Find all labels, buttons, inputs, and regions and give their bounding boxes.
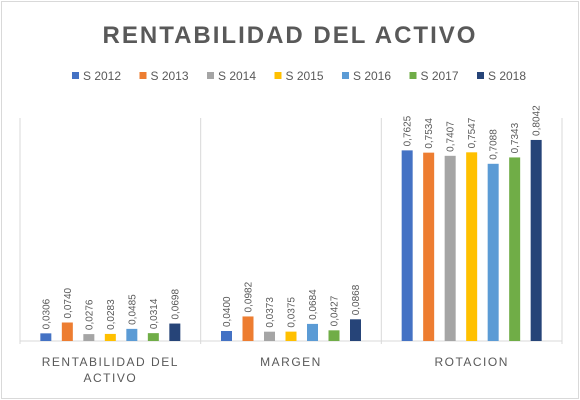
bars	[40, 139, 542, 341]
data-label-3-2: 0,0373	[265, 297, 276, 328]
legend-swatch-1	[72, 72, 79, 79]
bar-5-3	[487, 163, 499, 341]
data-label-7-1: 0,0698	[170, 289, 181, 320]
category-label-1: ACTIVO	[83, 371, 137, 385]
bar-4-1	[104, 333, 116, 341]
bar-4-2	[285, 331, 297, 341]
data-label-6-1: 0,0314	[149, 298, 160, 329]
bar-5-2	[307, 323, 318, 341]
data-label-4-2: 0,0375	[287, 297, 298, 328]
category-label-2: MARGEN	[260, 355, 322, 369]
bar-3-1	[83, 334, 95, 341]
data-label-5-2: 0,0684	[308, 289, 319, 320]
legend-swatch-4	[274, 72, 282, 79]
data-label-4-3: 0,7547	[467, 117, 478, 148]
data-label-1-3: 0,7625	[403, 115, 414, 146]
data-label-4-1: 0,0283	[106, 299, 117, 330]
legend-label-2: S 2013	[151, 69, 189, 83]
data-label-5-1: 0,0485	[127, 294, 138, 325]
bar-2-1	[61, 322, 73, 341]
bar-1-1	[40, 333, 52, 341]
legend-label-7: S 2018	[488, 69, 526, 83]
bar-6-2	[328, 330, 340, 341]
legend-label-3: S 2014	[218, 69, 256, 83]
data-label-3-3: 0,7407	[446, 121, 457, 152]
legend-label-4: S 2015	[286, 69, 324, 83]
bar-3-3	[444, 155, 456, 341]
data-label-7-3: 0,8042	[532, 105, 543, 136]
legend-label-6: S 2017	[421, 69, 459, 83]
legend-swatch-2	[139, 72, 147, 79]
bar-5-1	[126, 328, 138, 341]
data-label-6-3: 0,7343	[510, 122, 521, 153]
data-label-2-3: 0,7534	[424, 118, 435, 149]
bar-7-3	[530, 139, 542, 341]
data-label-2-2: 0,0982	[244, 281, 255, 312]
legend-swatch-7	[477, 72, 484, 79]
bar-7-1	[169, 323, 181, 341]
data-label-1-1: 0,0306	[41, 298, 52, 329]
legend-swatch-6	[409, 72, 417, 79]
data-label-7-2: 0,0868	[351, 284, 362, 315]
data-label-5-3: 0,7088	[489, 129, 500, 160]
legend-swatch-5	[342, 72, 349, 79]
bar-2-2	[242, 316, 254, 341]
legend-label-5: S 2016	[353, 69, 391, 83]
bar-2-3	[423, 152, 435, 341]
bar-4-3	[466, 152, 478, 341]
category-label-3: ROTACION	[434, 355, 508, 369]
category-label-1: RENTABILIDAD DEL	[42, 355, 179, 369]
chart-title: RENTABILIDAD DEL ACTIVO	[103, 22, 478, 49]
data-labels: 0,0306 0,0740 0,0276 0,0283 0,0485 0,0314 0,06…	[41, 105, 542, 330]
data-label-2-1: 0,0740	[63, 287, 74, 318]
legend-swatch-3	[207, 72, 214, 79]
legend: S 2012 S 2013 S 2014 S 2015 S 2016 S 2017 S 20…	[72, 69, 526, 83]
bar-1-3	[401, 150, 413, 341]
bar-6-1	[147, 333, 159, 341]
data-label-6-2: 0,0427	[330, 295, 341, 326]
category-labels: RENTABILIDAD DEL ACTIVO MARGEN ROTACION	[42, 355, 508, 385]
bar-1-2	[221, 331, 232, 341]
bar-6-3	[509, 157, 521, 341]
data-label-1-2: 0,0400	[222, 296, 233, 327]
bar-7-2	[350, 319, 361, 341]
legend-label-1: S 2012	[83, 69, 121, 83]
bar-3-2	[264, 331, 275, 341]
data-label-3-1: 0,0276	[84, 299, 95, 330]
